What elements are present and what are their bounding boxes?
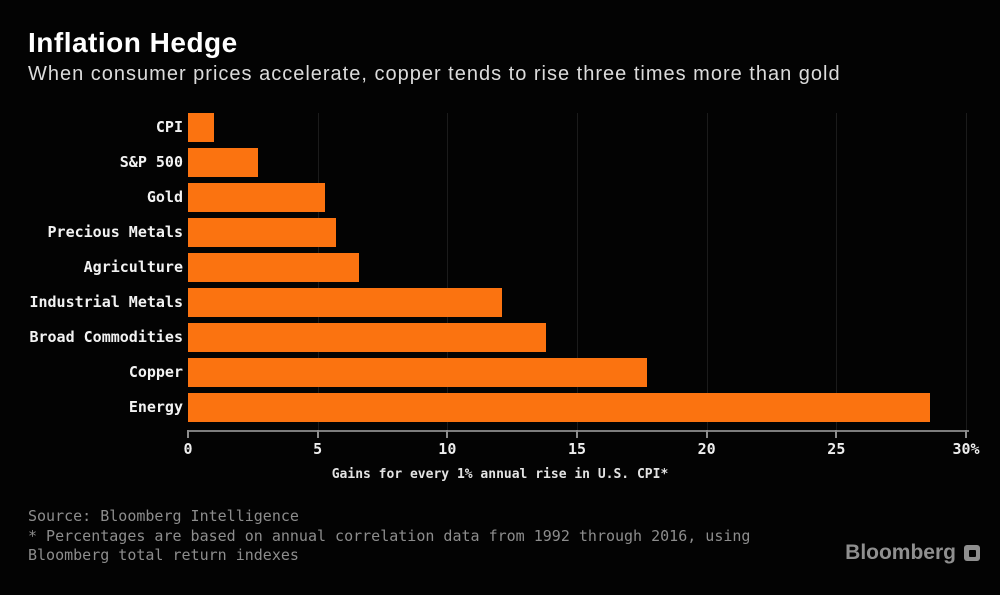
bar-cpi bbox=[188, 113, 214, 142]
bloomberg-terminal-icon bbox=[964, 545, 980, 561]
category-label: CPI bbox=[155, 118, 183, 136]
bloomberg-logo: Bloomberg bbox=[845, 541, 980, 565]
category-label: Broad Commodities bbox=[29, 328, 183, 346]
x-axis-tick-label: 5 bbox=[313, 440, 323, 458]
bar-copper bbox=[188, 358, 648, 387]
bar-gold bbox=[188, 183, 326, 212]
x-axis-tick-label: 10 bbox=[438, 440, 457, 458]
x-axis-tick-label: 0 bbox=[183, 440, 193, 458]
category-label: S&P 500 bbox=[119, 153, 183, 171]
category-label: Gold bbox=[146, 188, 183, 206]
chart-subtitle: When consumer prices accelerate, copper … bbox=[28, 63, 841, 85]
x-axis-tick bbox=[446, 430, 449, 438]
gridline bbox=[836, 113, 838, 430]
bar-broad-commodities bbox=[188, 323, 546, 352]
category-label: Industrial Metals bbox=[29, 293, 183, 311]
category-label: Copper bbox=[128, 363, 183, 381]
gridline bbox=[577, 113, 578, 430]
x-axis-line bbox=[188, 430, 969, 432]
gridline bbox=[706, 113, 708, 430]
bar-agriculture bbox=[188, 253, 360, 282]
x-axis-tick bbox=[835, 430, 838, 438]
source-text: Source: Bloomberg Intelligence bbox=[28, 507, 299, 525]
bar-industrial-metals bbox=[188, 288, 502, 317]
chart-title: Inflation Hedge bbox=[28, 27, 238, 58]
footnote-line-1: * Percentages are based on annual correl… bbox=[28, 526, 751, 545]
x-axis-title: Gains for every 1% annual rise in U.S. C… bbox=[331, 467, 669, 482]
bloomberg-terminal-icon-inner bbox=[968, 549, 976, 557]
x-axis-tick-label: 15 bbox=[567, 440, 587, 458]
x-axis-tick-label: 20 bbox=[697, 440, 716, 458]
category-label: Precious Metals bbox=[47, 223, 183, 241]
bloomberg-wordmark: Bloomberg bbox=[845, 541, 956, 564]
footnote-line-2: Bloomberg total return indexes bbox=[28, 546, 299, 564]
category-label: Agriculture bbox=[83, 258, 183, 276]
bar-energy bbox=[188, 393, 930, 422]
x-axis-tick bbox=[316, 430, 319, 438]
x-axis-tick-label: 30% bbox=[952, 440, 980, 458]
category-label: Energy bbox=[128, 398, 183, 416]
bar-precious-metals bbox=[188, 218, 336, 247]
bar-s-p-500 bbox=[188, 148, 259, 177]
x-axis-tick bbox=[705, 430, 708, 438]
x-axis-tick bbox=[576, 430, 578, 438]
gridline bbox=[966, 113, 967, 430]
chart-footer: Source: Bloomberg Intelligence * Percent… bbox=[28, 507, 750, 566]
x-axis-tick-label: 25 bbox=[827, 440, 846, 458]
x-axis-tick bbox=[965, 430, 967, 438]
x-axis-tick bbox=[187, 430, 189, 438]
gridline bbox=[447, 113, 449, 430]
